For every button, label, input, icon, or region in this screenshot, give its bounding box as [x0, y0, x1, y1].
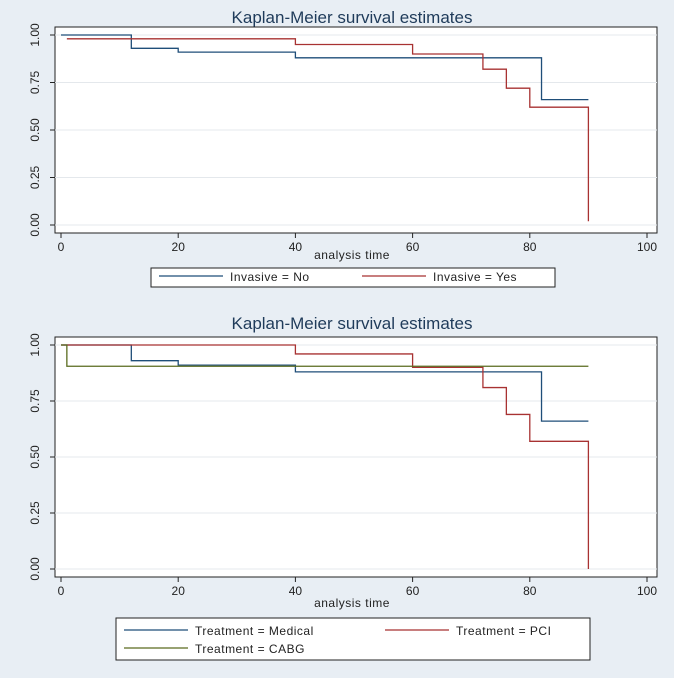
legend-label: Invasive = No	[230, 270, 310, 284]
y-tick-label: 0.50	[28, 445, 42, 469]
legend-label: Invasive = Yes	[433, 270, 517, 284]
y-tick-label: 0.00	[28, 213, 42, 237]
y-tick-label: 0.00	[28, 557, 42, 581]
y-tick-label: 0.75	[28, 70, 42, 94]
x-tick-label: 40	[289, 584, 303, 598]
series-line-1	[61, 344, 590, 569]
legend-label: Treatment = Medical	[195, 624, 314, 638]
legend-label: Treatment = CABG	[195, 642, 305, 656]
y-tick-label: 0.25	[28, 501, 42, 525]
chart-title: Kaplan-Meier survival estimates	[232, 314, 473, 333]
x-tick-label: 0	[58, 584, 65, 598]
y-tick-label: 1.00	[28, 333, 42, 357]
x-tick-label: 80	[523, 584, 537, 598]
x-tick-label: 20	[172, 584, 186, 598]
y-tick-label: 0.50	[28, 118, 42, 142]
legend-box	[115, 617, 591, 661]
km-chart-invasive: Kaplan-Meier survival estimates 0.00 0.25 0…	[28, 8, 658, 288]
chart-title: Kaplan-Meier survival estimates	[232, 8, 473, 27]
y-tick-label: 0.75	[28, 389, 42, 413]
x-tick-label: 80	[523, 240, 537, 254]
series-line-2	[61, 344, 589, 367]
series-line-0	[61, 344, 589, 422]
x-tick-label: 40	[289, 240, 303, 254]
x-tick-label: 100	[637, 240, 657, 254]
y-tick-label: 1.00	[28, 23, 42, 47]
series-line-0	[61, 34, 589, 101]
x-tick-label: 20	[172, 240, 186, 254]
legend-label: Treatment = PCI	[456, 624, 551, 638]
legend-box	[150, 267, 556, 288]
x-tick-label: 100	[637, 584, 657, 598]
x-tick-label: 0	[58, 240, 65, 254]
legend: Invasive = No Invasive = Yes	[150, 267, 556, 288]
series-line-1	[66, 38, 590, 222]
x-tick-label: 60	[406, 240, 420, 254]
x-axis-label: analysis time	[314, 596, 390, 610]
y-tick-label: 0.25	[28, 165, 42, 189]
x-tick-label: 60	[406, 584, 420, 598]
km-chart-treatment: Kaplan-Meier survival estimates 0.00 0.25 0…	[28, 314, 658, 661]
x-axis-label: analysis time	[314, 248, 390, 262]
legend: Treatment = Medical Treatment = PCI Treatm…	[115, 617, 591, 661]
